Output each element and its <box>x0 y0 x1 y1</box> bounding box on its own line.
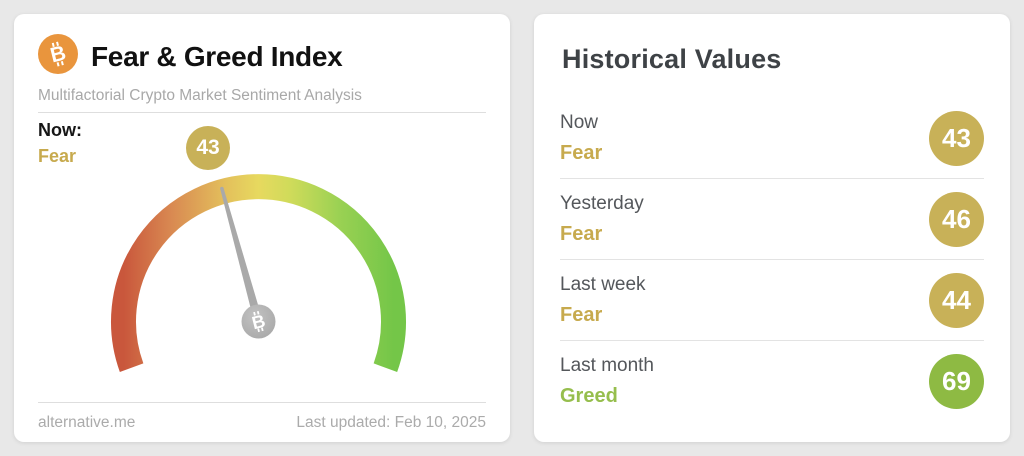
history-row-label: Last week <box>560 273 646 295</box>
history-row-last-month: Last month Greed 69 <box>560 341 984 422</box>
page-title: Fear & Greed Index <box>91 40 343 72</box>
current-sentiment-block: Now: Fear <box>38 120 82 167</box>
history-row-classification: Fear <box>560 303 603 326</box>
gauge-card-subtitle: Multifactorial Crypto Market Sentiment A… <box>38 87 362 104</box>
history-row-classification: Fear <box>560 222 603 245</box>
history-row-classification: Fear <box>560 141 603 164</box>
history-row-texts: Yesterday Fear <box>560 193 644 246</box>
history-row-yesterday: Yesterday Fear 46 <box>560 179 984 260</box>
history-row-label: Now <box>560 111 599 133</box>
history-row-texts: Last week Fear <box>560 274 646 327</box>
history-value-badge: 43 <box>929 110 984 166</box>
historical-values-title: Historical Values <box>562 44 782 74</box>
bitcoin-icon: B <box>38 34 78 79</box>
gauge-card-header: B Fear & Greed Index Multifactorial Cryp… <box>14 14 510 105</box>
fear-greed-gauge-card: B Fear & Greed Index Multifactorial Cryp… <box>14 14 510 442</box>
historical-values-card: Historical Values Now Fear 43 Yesterday … <box>534 14 1010 442</box>
history-row-now: Now Fear 43 <box>560 98 984 179</box>
gauge-value-badge: 43 <box>186 126 230 170</box>
source-link[interactable]: alternative.me <box>38 414 136 431</box>
history-row-last-week: Last week Fear 44 <box>560 260 984 341</box>
last-updated-text: Last updated: Feb 10, 2025 <box>296 414 486 431</box>
gauge-hub-bitcoin-icon: B <box>241 304 276 339</box>
history-row-texts: Now Fear <box>560 112 602 165</box>
history-value-badge: 69 <box>929 354 984 409</box>
gauge-arc <box>111 174 406 372</box>
header-divider <box>38 112 486 113</box>
gauge-chart: B <box>111 174 406 372</box>
bitcoin-icon-letter: B <box>48 41 68 67</box>
historical-values-list: Now Fear 43 Yesterday Fear 46 Last week … <box>560 98 984 422</box>
gauge-card-footer: alternative.me Last updated: Feb 10, 202… <box>38 402 486 432</box>
now-classification: Fear <box>38 145 77 166</box>
now-label: Now: <box>38 120 82 140</box>
history-row-label: Yesterday <box>560 192 644 214</box>
history-value-badge: 46 <box>929 191 984 247</box>
gauge-needle <box>220 186 263 324</box>
history-row-texts: Last month Greed <box>560 355 654 408</box>
history-row-label: Last month <box>560 355 654 376</box>
history-row-classification: Greed <box>560 385 618 407</box>
history-value-badge: 44 <box>929 272 984 328</box>
hub-bitcoin-letter: B <box>250 311 267 334</box>
